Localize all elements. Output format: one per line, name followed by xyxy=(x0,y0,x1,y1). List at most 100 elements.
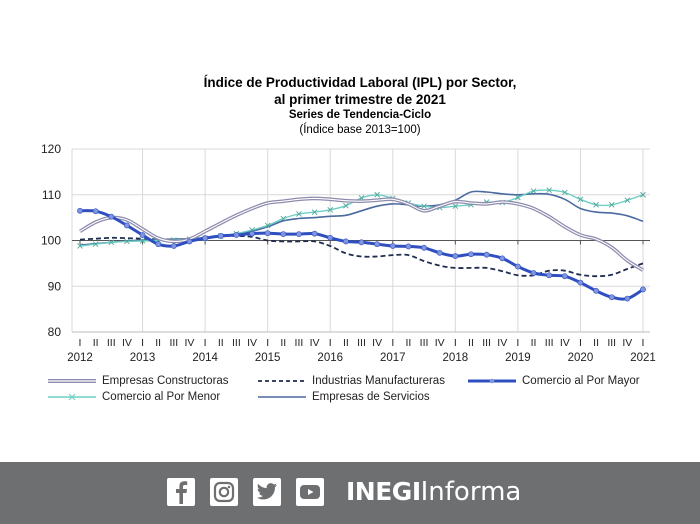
twitter-icon[interactable] xyxy=(253,478,281,506)
x-quarter-label: II xyxy=(155,337,161,349)
x-quarter-label: III xyxy=(607,337,616,349)
data-point xyxy=(640,286,646,293)
data-point xyxy=(421,244,427,251)
data-point xyxy=(624,295,631,302)
data-point xyxy=(77,207,83,214)
data-point xyxy=(593,201,599,208)
data-point xyxy=(374,191,380,198)
legend-item-industrias-manufactureras: Industrias Manufactureras xyxy=(258,373,445,389)
facebook-icon[interactable] xyxy=(167,478,195,506)
x-year-label: 2021 xyxy=(630,352,656,364)
x-year-label: 2013 xyxy=(130,352,156,364)
data-point xyxy=(389,243,396,249)
data-point xyxy=(593,287,599,294)
series-comercio-al-por-mayor xyxy=(77,207,646,302)
data-point xyxy=(342,238,349,245)
x-quarter-label: III xyxy=(169,337,178,349)
x-quarter-label: II xyxy=(468,337,474,349)
footer-bar: INEGIInforma xyxy=(0,462,700,524)
data-point xyxy=(546,272,553,279)
x-quarter-label: I xyxy=(516,337,519,349)
x-quarter-label: IV xyxy=(622,337,632,349)
data-point xyxy=(311,230,318,237)
data-point xyxy=(249,230,255,237)
instagram-icon[interactable] xyxy=(210,478,238,506)
data-point xyxy=(92,241,99,247)
data-point xyxy=(577,196,584,203)
x-year-label: 2015 xyxy=(255,352,281,364)
data-point xyxy=(499,255,506,262)
chart-titles: Índice de Productividad Laboral (IPL) po… xyxy=(0,74,700,138)
x-quarter-label: II xyxy=(531,337,537,349)
data-point xyxy=(358,239,365,246)
data-point xyxy=(374,241,381,248)
data-point xyxy=(77,243,83,249)
data-point xyxy=(311,209,318,215)
y-tick-label: 80 xyxy=(48,325,62,339)
legend-item-empresas-servicios: Empresas de Servicios xyxy=(258,389,430,405)
x-quarter-label: IV xyxy=(435,337,445,349)
data-point xyxy=(202,235,209,242)
data-point xyxy=(186,238,193,245)
x-quarter-label: I xyxy=(391,337,394,349)
x-quarter-label: II xyxy=(343,337,349,349)
data-point xyxy=(139,232,146,238)
y-tick-label: 120 xyxy=(41,142,61,156)
data-point xyxy=(577,279,584,286)
x-year-label: 2016 xyxy=(317,352,343,364)
legend-label: Industrias Manufactureras xyxy=(312,375,445,387)
x-quarter-label: I xyxy=(642,337,645,349)
x-quarter-label: II xyxy=(405,337,411,349)
chart-subtitle: Series de Tendencia-Ciclo xyxy=(288,109,432,121)
series-line xyxy=(79,196,644,272)
x-year-label: 2020 xyxy=(568,352,594,364)
data-point xyxy=(514,263,521,270)
x-quarter-label: III xyxy=(357,337,366,349)
series-line-inner xyxy=(79,197,644,271)
series-industrias-manufactureras xyxy=(79,234,644,278)
x-quarter-label: I xyxy=(454,337,457,349)
youtube-icon[interactable] xyxy=(296,478,324,506)
x-quarter-label: III xyxy=(107,337,116,349)
series-line xyxy=(79,190,644,246)
legend-item-empresas-constructoras: Empresas Constructoras xyxy=(48,373,229,389)
data-point xyxy=(468,251,474,258)
data-point xyxy=(280,231,287,237)
legend-label: Empresas de Servicios xyxy=(312,391,430,403)
inegi-informa-logo: INEGIInforma xyxy=(346,474,521,509)
legend-label: Comercio al Por Menor xyxy=(102,391,221,403)
chart-title-line2: al primer trimestre de 2021 xyxy=(274,92,446,107)
data-point xyxy=(515,194,521,201)
y-tick-label: 110 xyxy=(42,188,61,202)
legend-swatch-dashed xyxy=(258,380,306,382)
x-quarter-label: III xyxy=(232,337,241,349)
data-point xyxy=(608,294,615,301)
data-point xyxy=(436,249,443,256)
legend-swatch-x xyxy=(48,393,96,401)
data-point xyxy=(561,273,568,280)
data-point xyxy=(280,215,287,222)
data-point xyxy=(421,203,427,210)
data-point xyxy=(296,211,302,217)
data-point xyxy=(530,270,537,276)
x-quarter-label: III xyxy=(545,337,554,349)
legend-item-comercio-mayor: Comercio al Por Mayor xyxy=(468,373,640,389)
data-point xyxy=(483,251,490,258)
legend-swatch-bold xyxy=(468,378,516,384)
data-point xyxy=(108,213,115,220)
data-point xyxy=(640,191,646,198)
x-quarter-label: IV xyxy=(185,337,195,349)
series-group xyxy=(77,187,646,302)
legend-swatch-double xyxy=(48,379,96,383)
chart-title: Índice de Productividad Laboral (IPL) po… xyxy=(203,75,517,90)
series-empresas-de-servicios xyxy=(79,190,644,246)
x-quarter-label: IV xyxy=(497,337,507,349)
x-quarter-label: I xyxy=(141,337,144,349)
legend-swatch-solid xyxy=(258,396,306,398)
data-point xyxy=(452,253,459,259)
data-point xyxy=(264,230,271,237)
x-year-label: 2018 xyxy=(443,352,469,364)
series-line xyxy=(79,234,644,278)
